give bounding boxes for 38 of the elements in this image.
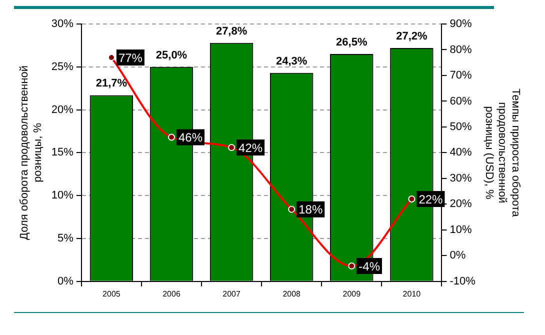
y-tick-label: 15%: [51, 146, 74, 159]
y2-tick-label: 80%: [450, 44, 472, 56]
y2-tick-label: 40%: [450, 146, 472, 159]
data-label: -4%: [358, 259, 380, 274]
data-label: 27,8%: [216, 25, 248, 38]
y-axis-title: Доля оборота продовольственной розницы, %: [18, 65, 44, 240]
data-label: 27,2%: [396, 30, 428, 43]
data-label: 26,5%: [336, 36, 368, 49]
y2-tick-label: 50%: [450, 120, 472, 133]
y-tick-label: 5%: [58, 232, 74, 245]
x-tick-label: 2006: [162, 289, 181, 298]
y2-tick-label: -10%: [450, 275, 476, 288]
data-label: 18%: [298, 202, 323, 217]
y2-tick-label: 0%: [450, 250, 466, 262]
y2-tick-label: 20%: [450, 198, 472, 210]
y2-tick-label: 90%: [450, 18, 472, 30]
y2-tick-label: 70%: [450, 70, 472, 82]
data-label: 24,3%: [276, 55, 308, 68]
data-label: 46%: [178, 130, 203, 145]
data-label: 21,7%: [96, 78, 128, 90]
x-tick-label: 2008: [282, 289, 302, 298]
y-tick-label: 30%: [51, 18, 74, 30]
x-tick-label: 2007: [222, 289, 241, 298]
y2-tick-label: 60%: [450, 95, 472, 108]
y2-axis-title: Темпы прироста оборота продовольственной розницы (USD), %: [482, 88, 522, 218]
y-tick-label: 20%: [51, 104, 74, 116]
y-tick-label: 25%: [51, 60, 74, 73]
x-tick-label: 2009: [342, 289, 362, 298]
x-tick-label: 2010: [402, 289, 422, 298]
data-label: 22%: [418, 192, 444, 206]
y2-tick-label: 10%: [450, 224, 472, 236]
data-label: 77%: [118, 50, 143, 65]
y2-tick-label: 30%: [450, 172, 472, 184]
y-tick-label: 0%: [58, 275, 74, 288]
x-tick-label: 2005: [102, 289, 121, 298]
data-label: 25,0%: [156, 49, 188, 62]
y-tick-label: 10%: [51, 190, 74, 202]
data-label: 42%: [238, 140, 263, 155]
